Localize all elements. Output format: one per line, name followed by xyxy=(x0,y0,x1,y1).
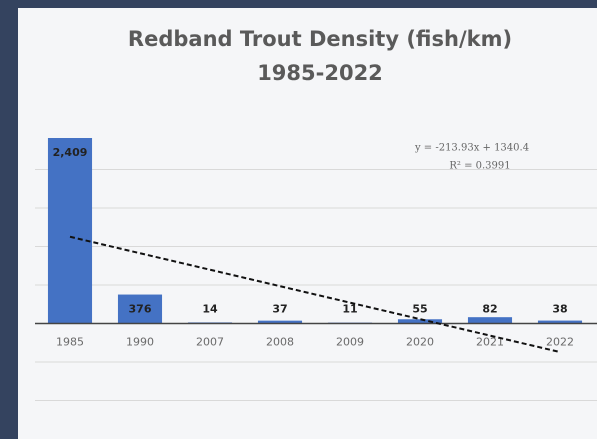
value-label: 11 xyxy=(342,303,357,316)
x-tick-label: 2021 xyxy=(476,336,504,349)
x-tick-label: 2008 xyxy=(266,336,294,349)
x-tick-label: 1985 xyxy=(56,336,84,349)
x-tick-label: 2022 xyxy=(546,336,574,349)
value-label: 2,409 xyxy=(53,146,88,159)
bar xyxy=(117,294,163,324)
chart-subtitle: 1985-2022 xyxy=(257,61,383,85)
value-label: 82 xyxy=(482,303,497,316)
bar xyxy=(467,317,513,324)
x-tick-label: 2009 xyxy=(336,336,364,349)
value-label: 376 xyxy=(129,303,152,316)
bar xyxy=(257,320,303,324)
value-label: 55 xyxy=(412,303,427,316)
bar xyxy=(397,319,443,324)
value-label: 37 xyxy=(272,303,287,316)
trendline xyxy=(69,235,561,354)
value-label: 38 xyxy=(552,303,567,316)
trend-equation: y = -213.93x + 1340.4 xyxy=(414,143,529,154)
value-label: 14 xyxy=(202,303,218,316)
x-tick-label: 2020 xyxy=(406,336,434,349)
chart-title: Redband Trout Density (fish/km) xyxy=(128,27,512,51)
trend-r2: R² = 0.3991 xyxy=(449,161,510,172)
x-tick-label: 2007 xyxy=(196,336,224,349)
bar xyxy=(47,138,93,324)
chart-area xyxy=(18,8,597,439)
x-tick-label: 1990 xyxy=(126,336,154,349)
bar xyxy=(537,320,583,324)
